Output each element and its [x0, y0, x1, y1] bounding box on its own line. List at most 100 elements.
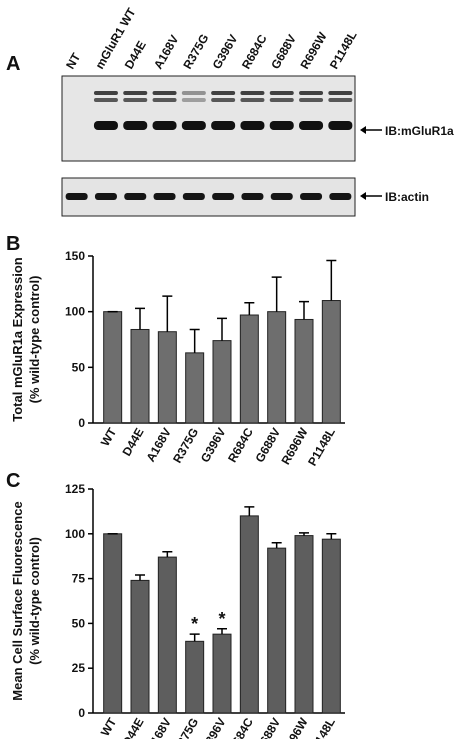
bar	[212, 633, 232, 714]
blot-label: IB:mGluR1a	[385, 124, 454, 138]
band	[300, 193, 323, 200]
lane-label: R684C	[239, 32, 270, 72]
error-bar	[299, 532, 309, 536]
band	[153, 193, 176, 200]
bar	[239, 314, 259, 424]
band	[93, 121, 118, 130]
x-tick-label: R375G	[170, 716, 201, 739]
band	[152, 91, 177, 95]
band	[93, 98, 118, 102]
band	[328, 98, 353, 102]
y-tick-label: 50	[72, 616, 86, 630]
y-axis-title: (% wild-type control)	[27, 276, 42, 404]
bar	[267, 311, 287, 424]
band	[123, 121, 148, 130]
bar	[321, 538, 341, 714]
error-bar	[244, 302, 255, 316]
y-tick-label: 100	[65, 305, 85, 319]
lane-label: P1148L	[327, 29, 360, 72]
blot-membrane	[61, 75, 356, 162]
band	[123, 91, 148, 95]
bar	[239, 515, 259, 714]
band	[270, 193, 293, 200]
lane-label: G688V	[268, 32, 299, 71]
bar	[130, 328, 150, 424]
band	[329, 193, 352, 200]
y-tick-label: 150	[65, 249, 85, 263]
band	[212, 193, 235, 200]
band	[269, 121, 294, 130]
error-bar	[189, 328, 200, 353]
error-bar	[299, 300, 309, 320]
error-bar	[271, 542, 282, 549]
lane-label: D44E	[122, 38, 149, 71]
y-tick-label: 50	[72, 360, 86, 374]
panel-label: C	[6, 470, 20, 492]
lane-label: G396V	[210, 32, 241, 71]
band	[328, 121, 353, 130]
band	[328, 91, 353, 95]
bar	[130, 579, 150, 714]
y-axis-title: (% wild-type control)	[27, 537, 42, 665]
lane-label: NT	[63, 50, 83, 71]
bar	[294, 318, 314, 424]
x-tick-label: G396V	[198, 716, 229, 739]
band	[124, 193, 147, 200]
x-tick-label: R684C	[225, 715, 256, 739]
error-bar	[326, 259, 337, 301]
bar	[267, 547, 287, 714]
error-bar	[326, 533, 337, 540]
y-axis-title: Total mGluR1a Expression	[10, 257, 25, 422]
lane-label: R696W	[298, 29, 330, 71]
error-bar	[189, 633, 200, 642]
band	[240, 91, 265, 95]
y-tick-label: 100	[65, 527, 85, 541]
y-tick-label: 75	[72, 572, 86, 586]
error-bar	[244, 506, 255, 516]
y-tick-label: 125	[65, 482, 85, 496]
y-tick-label: 0	[78, 706, 85, 720]
error-bar	[162, 550, 173, 558]
band	[181, 121, 206, 130]
bar	[185, 640, 205, 714]
band	[240, 121, 265, 130]
error-bar	[217, 317, 227, 341]
band	[269, 91, 294, 95]
band	[299, 98, 324, 102]
bar	[103, 533, 123, 714]
band	[93, 91, 118, 95]
band	[211, 98, 236, 102]
band	[181, 91, 206, 95]
error-bar	[135, 574, 145, 581]
x-tick-label: WT	[98, 425, 120, 449]
x-tick-label: R696W	[278, 715, 310, 739]
bar	[212, 340, 232, 424]
bar	[157, 556, 177, 714]
lane-label: A168V	[151, 33, 181, 72]
x-tick-label: D44E	[119, 716, 146, 739]
panel-label: B	[6, 233, 20, 255]
band	[152, 98, 177, 102]
x-tick-label: A168V	[143, 716, 173, 739]
y-tick-label: 25	[72, 661, 86, 675]
bar	[103, 311, 123, 424]
bar	[321, 300, 341, 424]
blot-label: IB:actin	[385, 190, 429, 204]
x-tick-label: G396V	[198, 426, 229, 465]
band	[299, 91, 324, 95]
x-tick-label: P1148L	[305, 426, 338, 469]
band	[182, 193, 205, 200]
arrow-head	[360, 126, 366, 134]
band	[94, 193, 117, 200]
arrow-head	[360, 192, 366, 200]
band	[65, 193, 88, 200]
y-tick-label: 0	[78, 416, 85, 430]
error-bar	[271, 276, 282, 312]
band	[240, 98, 265, 102]
error-bar	[162, 295, 173, 332]
band	[181, 98, 206, 102]
x-tick-label: G688V	[252, 716, 283, 739]
error-bar	[217, 628, 227, 635]
band	[211, 121, 236, 130]
